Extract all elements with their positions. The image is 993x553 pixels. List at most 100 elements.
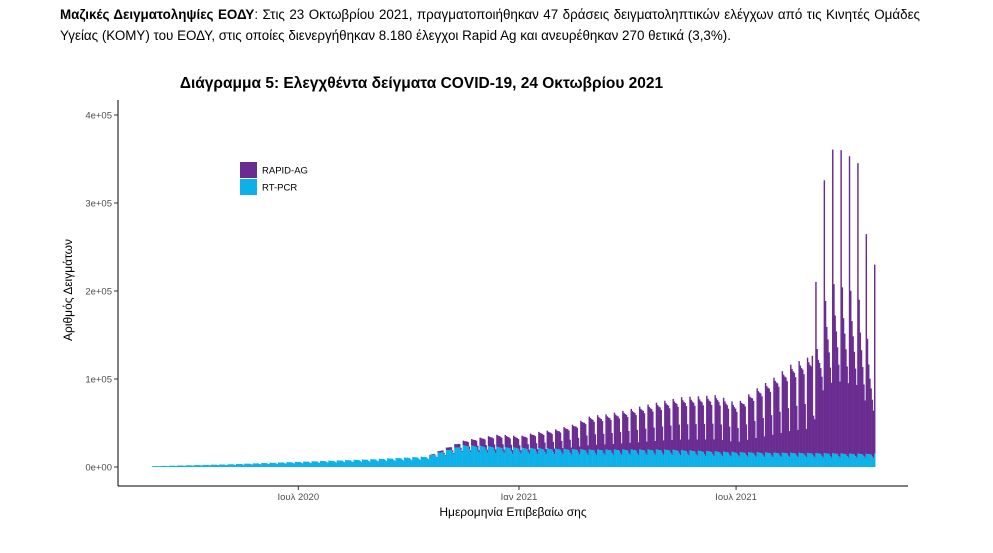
rapid-ag-bar [541, 433, 544, 450]
rt-pcr-bar [710, 452, 713, 467]
rt-pcr-bar [222, 464, 225, 467]
rapid-ag-bar [528, 449, 531, 454]
rt-pcr-bar [844, 454, 846, 467]
rt-pcr-bar [842, 453, 845, 467]
rt-pcr-bar [758, 452, 761, 467]
rt-pcr-bar [752, 453, 755, 467]
rt-pcr-bar [730, 456, 732, 467]
rapid-ag-bar [726, 405, 728, 453]
rapid-ag-bar [629, 442, 631, 455]
rt-pcr-bar [496, 446, 498, 467]
rapid-ag-bar [595, 444, 598, 455]
rt-pcr-bar [341, 460, 343, 467]
rt-pcr-bar [833, 453, 835, 467]
rt-pcr-bar [366, 459, 369, 467]
rapid-ag-bar [451, 450, 454, 453]
rt-pcr-bar [223, 464, 226, 467]
rapid-ag-bar [478, 450, 480, 453]
rapid-ag-bar [557, 431, 559, 450]
rapid-ag-bar [583, 422, 586, 451]
rapid-ag-bar [806, 357, 809, 453]
rapid-ag-bar [533, 435, 535, 449]
rt-pcr-bar [791, 453, 793, 467]
rapid-ag-bar [536, 449, 539, 455]
rt-pcr-bar [483, 446, 485, 467]
rapid-ag-bar [824, 300, 827, 454]
rt-pcr-bar [243, 464, 245, 467]
rt-pcr-bar [817, 453, 820, 467]
rt-pcr-bar [442, 452, 444, 467]
rt-pcr-bar [769, 453, 772, 467]
rt-pcr-bar [668, 450, 671, 467]
rt-pcr-bar [731, 451, 733, 467]
rt-pcr-bar [439, 452, 442, 467]
rapid-ag-bar [442, 450, 444, 453]
rapid-ag-bar [839, 381, 841, 458]
rt-pcr-bar [580, 449, 582, 467]
rapid-ag-bar [827, 339, 829, 454]
chart-axes: 0e+00 1e+05 2e+05 3e+05 4e+05 Ιουλ 2020 Ιαν 20… [61, 100, 908, 519]
rt-pcr-bar [677, 451, 679, 467]
rt-pcr-bar [183, 465, 185, 467]
rapid-ag-bar [489, 436, 491, 447]
rapid-ag-bar [588, 416, 591, 450]
rt-pcr-bar [750, 452, 752, 467]
rapid-ag-bar [477, 445, 479, 450]
rapid-ag-bar [590, 419, 593, 451]
rt-pcr-bar [845, 454, 847, 467]
rt-pcr-bar [473, 446, 475, 467]
rt-pcr-bar [394, 460, 396, 467]
rt-pcr-bar [809, 453, 811, 467]
rt-pcr-bar [292, 462, 294, 467]
rt-pcr-bar [228, 464, 231, 467]
rapid-ag-bar [667, 405, 670, 451]
rapid-ag-bar [868, 364, 870, 455]
rt-pcr-bar [336, 460, 339, 467]
rt-pcr-bar [472, 445, 474, 467]
rapid-ag-bar [449, 447, 451, 450]
rt-pcr-bar [367, 460, 370, 467]
rt-pcr-bar [333, 460, 335, 467]
rapid-ag-bar [737, 427, 739, 456]
rapid-ag-bar [551, 433, 553, 450]
rapid-ag-bar [612, 444, 614, 455]
rapid-ag-bar [812, 415, 815, 456]
rt-pcr-bar [173, 465, 176, 467]
rapid-ag-bar [432, 453, 435, 455]
rt-pcr-bar [634, 450, 636, 467]
rt-pcr-bar [569, 452, 571, 467]
rapid-ag-bar [790, 364, 792, 453]
rapid-ag-bar [721, 440, 724, 457]
rapid-ag-bar [618, 418, 620, 451]
rapid-ag-bar [483, 438, 485, 447]
rapid-ag-bar [743, 404, 745, 453]
rt-pcr-bar [195, 465, 197, 467]
rapid-ag-bar [793, 372, 796, 454]
rapid-ag-bar [670, 425, 672, 454]
rt-pcr-bar [751, 452, 754, 467]
rt-pcr-bar [339, 460, 341, 467]
rt-pcr-bar [499, 447, 502, 467]
rt-pcr-bar [670, 453, 672, 467]
rt-pcr-bar [214, 464, 216, 467]
rt-pcr-bar [788, 457, 791, 467]
rapid-ag-bar [511, 449, 514, 454]
rapid-ag-bar [647, 404, 649, 450]
rapid-ag-bar [815, 281, 817, 453]
rt-pcr-bar [865, 453, 868, 467]
rapid-ag-bar [757, 391, 760, 453]
rapid-ag-bar [704, 439, 707, 456]
rt-pcr-bar [629, 454, 631, 467]
rt-pcr-bar [540, 448, 543, 467]
rt-pcr-bar [229, 464, 232, 467]
legend-swatch [240, 162, 257, 178]
rapid-ag-bar [840, 150, 842, 454]
rapid-ag-bar [768, 388, 770, 454]
rapid-ag-bar [832, 149, 834, 454]
rt-pcr-bar [770, 455, 773, 467]
rapid-ag-bar [577, 437, 580, 453]
rt-pcr-bar [250, 464, 252, 467]
rt-pcr-bar [437, 452, 439, 467]
rt-pcr-bar [672, 449, 674, 467]
rapid-ag-bar [774, 380, 776, 453]
